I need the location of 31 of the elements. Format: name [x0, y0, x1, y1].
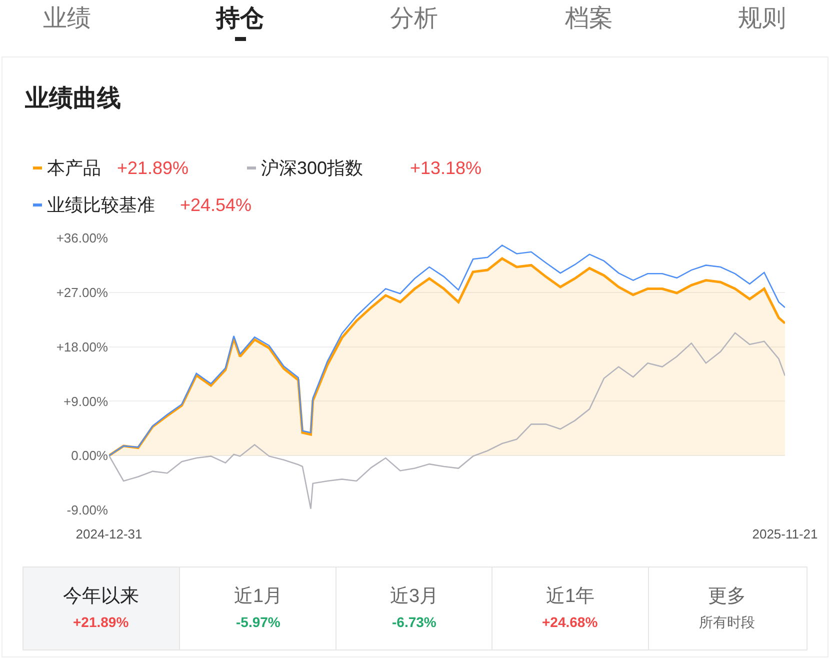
line-series	[109, 332, 785, 510]
y-tick-label: +18.00%	[56, 339, 108, 354]
y-tick-label: -9.00%	[66, 502, 108, 518]
text: 近3月	[390, 586, 439, 607]
text: 近1月	[234, 586, 283, 607]
y-tick-label: +27.00%	[56, 284, 108, 300]
legend-label: 沪深300指数	[261, 158, 364, 178]
text: +21.89%	[73, 614, 130, 630]
y-tick-label: +36.00%	[56, 230, 108, 246]
text: 所有时段	[699, 614, 755, 630]
text: -6.73%	[392, 614, 437, 630]
legend-label: 本产品	[47, 158, 101, 178]
chart-title: 业绩曲线	[24, 85, 121, 112]
text: 持仓	[215, 5, 265, 32]
text: 今年以来	[63, 586, 139, 607]
x-tick-label: 2024-12-31	[76, 526, 142, 542]
text: -5.97%	[236, 614, 281, 630]
text: 分析	[390, 5, 438, 32]
text: +13.18%	[410, 158, 482, 178]
text: +21.89%	[117, 158, 189, 178]
text: 近1年	[546, 586, 595, 607]
text: 档案	[564, 5, 613, 32]
text: 更多	[708, 586, 746, 607]
y-tick-label: +9.00%	[64, 394, 108, 409]
x-tick-label: 2025-11-21	[752, 526, 818, 542]
legend-label: 业绩比较基准	[47, 195, 155, 215]
text: 业绩	[43, 5, 91, 32]
text: +24.54%	[180, 195, 252, 215]
text: +24.68%	[542, 614, 598, 630]
text: 规则	[738, 5, 786, 32]
y-tick-label: 0.00%	[71, 448, 108, 464]
